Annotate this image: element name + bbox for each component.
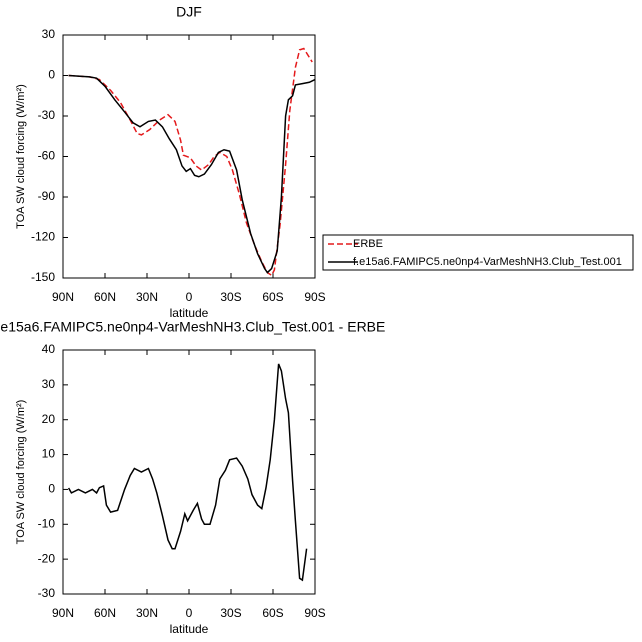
- x-tick-label: 60N: [94, 290, 116, 304]
- y-tick-label: 30: [42, 27, 56, 41]
- x-axis-label: latitude: [170, 306, 209, 320]
- y-tick-label: 10: [42, 447, 56, 461]
- y-tick-label: -120: [31, 230, 55, 244]
- x-tick-label: 90N: [52, 606, 74, 620]
- y-tick-label: -20: [38, 551, 56, 565]
- series-line: [67, 363, 308, 582]
- y-tick-label: -30: [38, 586, 56, 600]
- x-axis-label: latitude: [170, 622, 209, 636]
- chart-title: f.e15a6.FAMIPC5.ne0np4-VarMeshNH3.Club_T…: [0, 319, 385, 335]
- x-tick-label: 0: [186, 606, 193, 620]
- x-tick-label: 90S: [304, 606, 325, 620]
- y-tick-label: -60: [38, 149, 56, 163]
- y-tick-label: 30: [42, 377, 56, 391]
- x-tick-label: 30N: [136, 290, 158, 304]
- y-tick-label: -10: [38, 516, 56, 530]
- y-axis-label: TOA SW cloud forcing (W/m²): [15, 400, 27, 545]
- y-axis-label: TOA SW cloud forcing (W/m²): [15, 84, 27, 229]
- y-tick-label: -90: [38, 189, 56, 203]
- chart-title: DJF: [176, 4, 202, 20]
- x-tick-label: 60S: [262, 606, 283, 620]
- legend-label: ERBE: [353, 238, 383, 250]
- x-tick-label: 30S: [220, 290, 241, 304]
- y-tick-label: 20: [42, 412, 56, 426]
- y-tick-label: 0: [48, 482, 55, 496]
- y-tick-label: -150: [31, 270, 55, 284]
- series-line: [68, 74, 316, 274]
- y-tick-label: 0: [48, 68, 55, 82]
- legend-box: [322, 234, 634, 271]
- x-tick-label: 90N: [52, 290, 74, 304]
- y-tick-label: 40: [42, 342, 56, 356]
- series-line: [68, 47, 313, 277]
- x-tick-label: 60N: [94, 606, 116, 620]
- x-tick-label: 60S: [262, 290, 283, 304]
- x-tick-label: 90S: [304, 290, 325, 304]
- y-tick-label: -30: [38, 108, 56, 122]
- x-tick-label: 30N: [136, 606, 158, 620]
- x-tick-label: 0: [186, 290, 193, 304]
- legend-label: f.e15a6.FAMIPC5.ne0np4-VarMeshNH3.Club_T…: [353, 256, 622, 268]
- x-tick-label: 30S: [220, 606, 241, 620]
